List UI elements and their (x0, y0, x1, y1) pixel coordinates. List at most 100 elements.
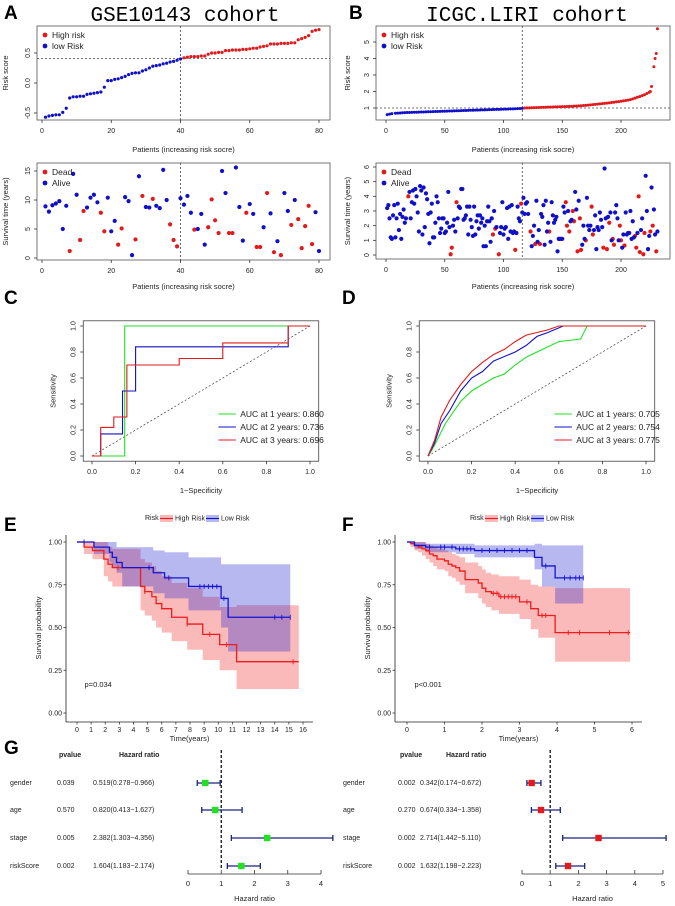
data-point-low-risk (393, 111, 397, 115)
data-point-high-risk (591, 103, 595, 107)
data-point-alive (237, 204, 242, 210)
x-axis-label: Patients (increasing risk socre) (132, 282, 235, 291)
data-point-alive (452, 217, 457, 222)
data-point-high-risk (537, 106, 541, 110)
x-axis-label: 1−Specificity (180, 486, 223, 495)
data-point-dead (306, 203, 311, 208)
hazard-ratio-marker (537, 806, 545, 814)
y-tick-label: 4 (364, 194, 371, 198)
data-point-alive (535, 239, 540, 244)
row-pvalue: 0.002 (398, 780, 416, 787)
data-point-low-risk (462, 109, 466, 113)
data-point-alive (597, 210, 602, 215)
data-point-low-risk (431, 110, 435, 114)
data-point-high-risk (286, 41, 290, 46)
data-point-dead (264, 190, 270, 196)
data-point-alive (434, 194, 439, 199)
y-tick-label: 3 (364, 73, 371, 77)
data-point-alive (129, 253, 135, 258)
data-point-high-risk (279, 41, 283, 46)
data-point-alive (199, 211, 204, 217)
data-point-alive (574, 207, 579, 212)
data-point-dead (244, 210, 249, 215)
data-point-high-risk (560, 105, 564, 109)
y-tick-label: 5 (364, 180, 371, 184)
data-point-alive (541, 203, 546, 208)
y-axis-label: Sensitivity (48, 374, 57, 408)
data-point-alive (594, 247, 599, 252)
legend-label: AUC at 3 years: 0.775 (576, 435, 660, 445)
data-point-alive (605, 214, 611, 219)
y-tick-label: 3 (364, 209, 371, 213)
data-point-low-risk (50, 113, 54, 117)
data-point-high-risk (628, 98, 632, 102)
y-tick-label: 0.25 (377, 668, 391, 675)
data-point-dead (192, 227, 197, 232)
data-point-low-risk (429, 110, 433, 114)
y-axis-label: Risk score (1, 55, 10, 90)
data-point-high-risk (556, 105, 560, 109)
data-point-alive (476, 226, 481, 231)
data-point-alive (530, 233, 535, 239)
data-point-alive (457, 205, 463, 211)
data-point-alive (432, 235, 437, 240)
data-point-dead (637, 249, 642, 255)
data-point-high-risk (185, 55, 190, 59)
data-point-low-risk (71, 95, 75, 99)
data-point-high-risk (303, 35, 307, 40)
data-point-high-risk (640, 94, 644, 98)
data-point-dead (254, 244, 259, 250)
x-tick-label: 1 (219, 879, 223, 888)
data-point-alive (435, 200, 440, 205)
data-point-alive (463, 213, 468, 218)
data-point-dead (303, 224, 308, 229)
data-point-alive (536, 227, 541, 233)
data-point-alive (233, 165, 238, 170)
data-point-alive (647, 233, 652, 239)
legend-label: High risk (52, 30, 86, 40)
x-tick-label: 2 (252, 879, 256, 888)
data-point-low-risk (61, 110, 65, 114)
data-point-low-risk (520, 106, 524, 110)
hazard-ratio-marker (212, 806, 219, 814)
data-point-high-risk (220, 50, 224, 55)
data-point-dead (168, 222, 173, 227)
data-point-alive (472, 204, 477, 209)
data-point-alive (275, 239, 280, 244)
x-tick-label: 0.6 (554, 469, 564, 476)
data-point-low-risk (95, 91, 99, 95)
legend-label: Alive (391, 178, 410, 188)
data-point-low-risk (412, 110, 416, 114)
x-axis-label: Patients (increasing risk socre) (472, 282, 575, 291)
data-point-high-risk (544, 105, 548, 109)
data-point-high-risk (572, 104, 576, 108)
data-point-low-risk (487, 108, 491, 112)
x-axis-label: Patients (increasing risk socre) (132, 145, 235, 154)
y-tick-label: 1.0 (406, 321, 413, 331)
data-point-dead (289, 222, 294, 228)
data-point-dead (590, 232, 595, 237)
row-hazard-ratio-text: 0.519(0.278−0.966) (93, 780, 154, 787)
data-point-low-risk (88, 92, 93, 96)
data-point-high-risk (268, 42, 273, 46)
x-tick-label: 0 (186, 879, 190, 888)
legend-marker (381, 32, 387, 38)
data-point-alive (394, 216, 399, 221)
data-point-alive (488, 239, 493, 244)
data-point-alive (251, 211, 256, 217)
data-point-alive (581, 223, 586, 228)
data-point-low-risk (410, 110, 414, 114)
data-point-alive (468, 217, 473, 222)
data-point-high-risk (648, 90, 652, 93)
y-tick-label: 0 (25, 256, 32, 260)
data-point-alive (46, 209, 52, 214)
y-tick-label: 0.4 (406, 399, 413, 409)
data-point-low-risk (158, 63, 162, 67)
legend-marker (42, 169, 48, 175)
x-tick-label: 3 (117, 727, 121, 734)
data-point-high-risk (296, 38, 300, 42)
x-tick-label: 0.2 (131, 469, 141, 476)
data-point-alive (580, 242, 585, 247)
data-point-high-risk (579, 104, 583, 108)
row-label: age (343, 807, 355, 814)
